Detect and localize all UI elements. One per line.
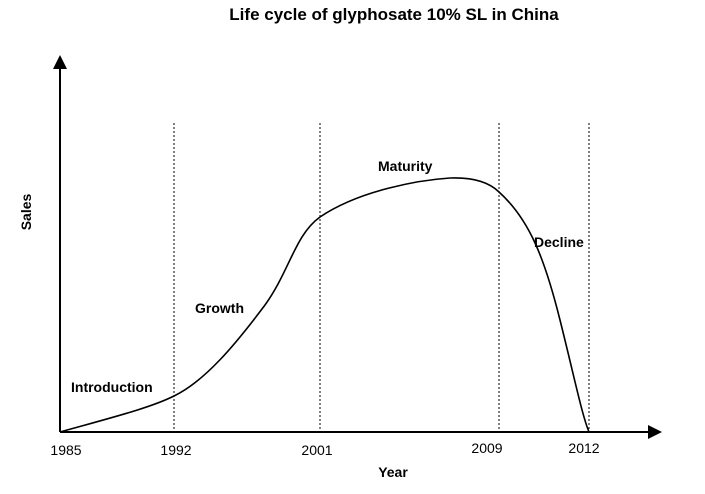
sales-curve [59,177,590,433]
x-axis-arrow [648,425,662,439]
stage-label-maturity: Maturity [378,158,433,174]
stage-label-introduction: Introduction [71,379,153,395]
x-axis-label: Year [378,464,408,480]
stage-label-decline: Decline [534,234,584,250]
y-axis-label: Sales [18,193,34,230]
x-tick-2012: 2012 [568,440,599,456]
x-tick-2009: 2009 [471,440,502,456]
y-axis-arrow [53,55,67,69]
x-tick-1985: 1985 [50,442,81,458]
stage-label-growth: Growth [195,300,244,316]
chart-title: Life cycle of glyphosate 10% SL in China [229,5,559,24]
x-tick-1992: 1992 [160,442,191,458]
x-tick-2001: 2001 [301,442,332,458]
